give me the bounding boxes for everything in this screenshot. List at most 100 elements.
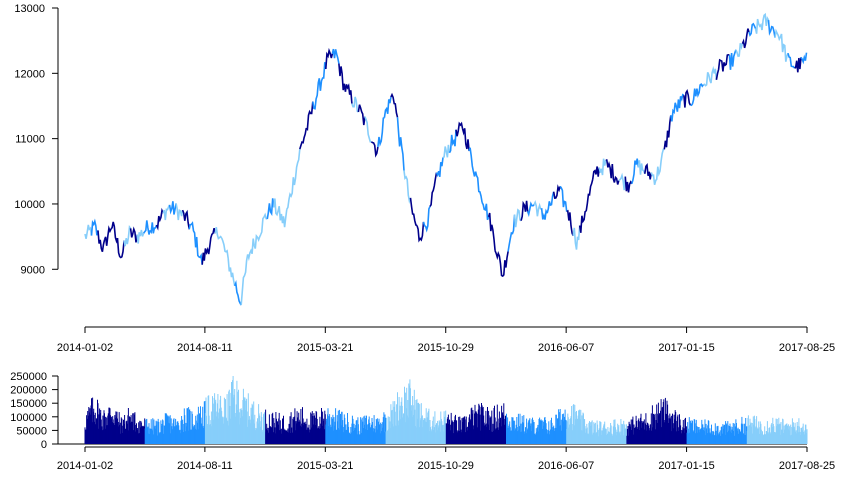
price-line-segment — [175, 203, 184, 221]
volume-y-tick-label: 250000 — [10, 371, 47, 383]
price-line-segment — [761, 12, 770, 31]
price-line-segment — [520, 200, 529, 221]
price-line-segment — [435, 157, 444, 178]
price-line-segment — [774, 28, 783, 42]
volume-x-tick-label: 2015-10-29 — [418, 460, 474, 472]
price-line-segment — [253, 234, 262, 249]
price-line-segment — [103, 225, 112, 246]
price-line-segment — [318, 62, 327, 91]
price-line-segment — [370, 141, 379, 158]
price-line-segment — [461, 128, 470, 152]
price-line-segment — [631, 158, 640, 185]
price-line-segment — [266, 198, 275, 220]
price-line-segment — [578, 210, 587, 233]
price-line-segment — [533, 200, 542, 217]
price-line-segment — [540, 208, 548, 220]
price-x-tick-label: 2015-03-21 — [297, 342, 353, 354]
price-x-tick-label: 2016-06-07 — [538, 342, 594, 354]
price-line-segment — [657, 148, 665, 177]
price-line-segment — [703, 71, 711, 87]
price-line-segment — [155, 207, 164, 231]
price-line-segment — [546, 191, 555, 214]
price-line-segment — [624, 176, 633, 193]
price-line-segment — [481, 202, 490, 221]
price-line-segment — [474, 171, 483, 203]
volume-chart-bars — [84, 376, 808, 444]
price-y-tick-label: 12000 — [14, 68, 45, 80]
price-line-segment — [344, 83, 353, 104]
volume-x-tick-label: 2015-03-21 — [297, 460, 353, 472]
volume-x-tick-label: 2017-01-15 — [658, 460, 714, 472]
price-chart-series — [84, 12, 808, 306]
price-x-tick-label: 2017-08-25 — [779, 342, 835, 354]
price-line-segment — [728, 49, 737, 70]
price-line-segment — [676, 93, 685, 112]
price-line-segment — [422, 206, 431, 233]
price-line-segment — [787, 52, 796, 69]
price-line-segment — [325, 47, 334, 70]
price-line-segment — [84, 224, 93, 239]
price-line-segment — [377, 117, 385, 148]
price-y-tick-label: 10000 — [14, 199, 45, 211]
price-line-segment — [299, 127, 308, 150]
price-line-segment — [644, 163, 653, 180]
price-line-segment — [780, 33, 789, 62]
volume-x-tick-label: 2014-01-02 — [57, 460, 113, 472]
price-line-segment — [260, 212, 268, 235]
price-line-segment — [207, 228, 216, 255]
price-line-segment — [201, 246, 210, 265]
volume-y-tick-label: 200000 — [10, 385, 47, 397]
price-line-segment — [312, 78, 321, 110]
price-line-segment — [188, 221, 197, 248]
price-line-segment — [220, 237, 229, 259]
price-line-segment — [715, 58, 724, 80]
price-line-segment — [168, 201, 177, 215]
volume-x-tick-label: 2014-08-11 — [177, 460, 232, 472]
price-line-segment — [670, 102, 679, 122]
price-line-segment — [748, 22, 757, 37]
price-line-segment — [709, 65, 718, 84]
price-line-segment — [618, 172, 627, 191]
price-line-segment — [233, 279, 242, 306]
price-line-segment — [429, 172, 438, 207]
price-line-segment — [487, 212, 496, 251]
price-line-segment — [754, 18, 763, 34]
price-line-segment — [494, 250, 503, 276]
price-line-segment — [97, 230, 106, 253]
price-line-segment — [123, 225, 132, 247]
price-line-segment — [416, 221, 425, 243]
price-line-segment — [605, 159, 614, 179]
price-line-segment — [566, 209, 574, 237]
price-line-segment — [273, 198, 282, 221]
price-line-segment — [110, 221, 119, 244]
price-line-segment — [741, 28, 750, 49]
volume-y-tick-label: 100000 — [10, 412, 47, 424]
price-y-tick-label: 13000 — [14, 3, 45, 15]
price-line-segment — [246, 238, 255, 262]
price-x-tick-label: 2017-01-15 — [658, 342, 714, 354]
price-line-segment — [357, 104, 366, 126]
price-line-segment — [448, 129, 457, 154]
price-line-segment — [442, 144, 451, 159]
price-line-segment — [650, 166, 659, 185]
price-line-segment — [767, 20, 776, 38]
price-line-segment — [396, 117, 405, 171]
price-x-tick-label: 2014-08-11 — [177, 342, 232, 354]
price-line-segment — [136, 229, 145, 244]
price-line-segment — [181, 209, 190, 230]
volume-x-tick-label: 2016-06-07 — [538, 460, 594, 472]
price-chart-axes: 9000 10000 11000 12000 13000 2014-01-02 2014-0… — [14, 3, 835, 354]
price-line-segment — [279, 209, 288, 228]
volume-y-tick-label: 0 — [41, 439, 47, 451]
price-line-segment — [390, 92, 399, 118]
price-line-segment — [383, 96, 392, 118]
price-line-segment — [331, 48, 340, 64]
price-line-segment — [142, 220, 151, 235]
price-line-segment — [683, 89, 692, 108]
price-line-segment — [286, 177, 295, 210]
price-line-segment — [800, 52, 808, 65]
price-line-segment — [598, 158, 607, 176]
price-line-segment — [552, 184, 561, 199]
price-x-tick-label: 2014-01-02 — [57, 342, 113, 354]
